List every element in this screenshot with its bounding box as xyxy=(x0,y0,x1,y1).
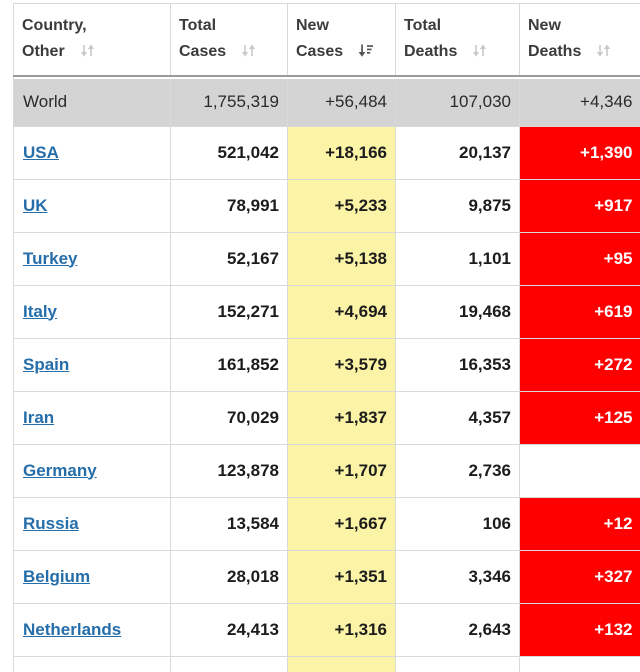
new-cases-cell: +1,707 xyxy=(287,444,396,498)
total-cases-cell: 24,413 xyxy=(170,603,288,657)
col-header-line2: Cases xyxy=(296,43,344,60)
world-new-deaths: +4,346 xyxy=(519,79,640,127)
new-deaths-cell: +125 xyxy=(519,391,640,445)
country-link[interactable]: Netherlands xyxy=(23,619,122,639)
world-label: World xyxy=(13,79,171,127)
total-deaths-cell: 3,346 xyxy=(395,550,520,604)
total-deaths-cell: 16,353 xyxy=(395,338,520,392)
col-header-line2: Other xyxy=(22,43,65,60)
col-header-line2: Cases xyxy=(179,43,227,60)
new-cases-cell: +1,667 xyxy=(287,497,396,551)
col-header-total-deaths[interactable]: Total Deaths xyxy=(395,3,520,77)
col-header-line1: Total xyxy=(179,17,217,34)
sort-both-icon xyxy=(80,44,94,57)
total-cases-cell: 13,584 xyxy=(170,497,288,551)
country-link[interactable]: Russia xyxy=(23,513,79,533)
table-header-row: Country, Other Total Cases New Cases Tot… xyxy=(13,3,640,77)
col-header-line1: Country, xyxy=(22,17,87,34)
col-header-line1: New xyxy=(296,17,329,34)
table-row: Italy 152,271 +4,694 19,468 +619 xyxy=(13,285,640,339)
col-header-line1: New xyxy=(528,17,561,34)
country-link[interactable]: Spain xyxy=(23,354,70,374)
table-row: Iran 70,029 +1,837 4,357 +125 xyxy=(13,391,640,445)
total-cases-cell: 78,991 xyxy=(170,179,288,233)
coronavirus-countries-table: Country, Other Total Cases New Cases Tot… xyxy=(13,3,640,672)
table-row: USA 521,042 +18,166 20,137 +1,390 xyxy=(13,126,640,180)
new-cases-cell: +4,694 xyxy=(287,285,396,339)
total-cases-cell: 123,878 xyxy=(170,444,288,498)
total-cases-cell: 28,018 xyxy=(170,550,288,604)
col-header-line2: Deaths xyxy=(404,43,458,60)
country-link[interactable]: Iran xyxy=(23,407,55,427)
table-row: Belgium 28,018 +1,351 3,346 +327 xyxy=(13,550,640,604)
new-cases-cell: +18,166 xyxy=(287,126,396,180)
new-cases-cell: +5,138 xyxy=(287,232,396,286)
total-cases-cell: 70,029 xyxy=(170,391,288,445)
col-header-line1: Total xyxy=(404,17,442,34)
col-header-country-other[interactable]: Country, Other xyxy=(13,3,171,77)
total-deaths-cell: 4,357 xyxy=(395,391,520,445)
sort-desc-icon xyxy=(358,44,374,57)
country-link[interactable]: Italy xyxy=(23,301,58,321)
header-spacer xyxy=(13,76,640,79)
new-cases-cell: +1,837 xyxy=(287,391,396,445)
total-cases-cell: 52,167 xyxy=(170,232,288,286)
total-cases-cell: 152,271 xyxy=(170,285,288,339)
total-deaths-cell: 1,101 xyxy=(395,232,520,286)
col-header-new-cases[interactable]: New Cases xyxy=(287,3,396,77)
new-deaths-cell: +1,390 xyxy=(519,126,640,180)
total-deaths-cell: 2,643 xyxy=(395,603,520,657)
sort-both-icon xyxy=(597,44,611,57)
table-row: Russia 13,584 +1,667 106 +12 xyxy=(13,497,640,551)
new-cases-cell: +5,233 xyxy=(287,179,396,233)
country-link[interactable]: Belgium xyxy=(23,566,91,586)
sort-both-icon xyxy=(473,44,487,57)
new-deaths-cell: +132 xyxy=(519,603,640,657)
table-row: Germany 123,878 +1,707 2,736 xyxy=(13,444,640,498)
world-total-deaths: 107,030 xyxy=(395,79,520,127)
world-total-cases: 1,755,319 xyxy=(170,79,288,127)
total-cases-cell: 521,042 xyxy=(170,126,288,180)
country-link[interactable]: UK xyxy=(23,195,48,215)
total-deaths-cell: 19,468 xyxy=(395,285,520,339)
new-deaths-cell: +95 xyxy=(519,232,640,286)
total-deaths-cell: 2,736 xyxy=(395,444,520,498)
new-deaths-cell: +917 xyxy=(519,179,640,233)
new-deaths-cell: +327 xyxy=(519,550,640,604)
country-link[interactable]: Germany xyxy=(23,460,97,480)
col-header-total-cases[interactable]: Total Cases xyxy=(170,3,288,77)
total-deaths-cell: 106 xyxy=(395,497,520,551)
partially-visible-next-row xyxy=(13,656,640,672)
sort-both-icon xyxy=(241,44,256,57)
new-deaths-cell: +619 xyxy=(519,285,640,339)
country-link[interactable]: USA xyxy=(23,142,59,162)
table-row: Netherlands 24,413 +1,316 2,643 +132 xyxy=(13,603,640,657)
new-cases-cell: +1,351 xyxy=(287,550,396,604)
new-cases-cell: +1,316 xyxy=(287,603,396,657)
world-summary-row: World 1,755,319 +56,484 107,030 +4,346 xyxy=(13,79,640,127)
new-deaths-cell: +272 xyxy=(519,338,640,392)
total-deaths-cell: 20,137 xyxy=(395,126,520,180)
table-row: Turkey 52,167 +5,138 1,101 +95 xyxy=(13,232,640,286)
table-body: World 1,755,319 +56,484 107,030 +4,346 U… xyxy=(13,76,640,672)
total-deaths-cell: 9,875 xyxy=(395,179,520,233)
new-deaths-cell: +12 xyxy=(519,497,640,551)
total-cases-cell: 161,852 xyxy=(170,338,288,392)
world-new-cases: +56,484 xyxy=(287,79,396,127)
table-row: UK 78,991 +5,233 9,875 +917 xyxy=(13,179,640,233)
new-deaths-cell xyxy=(519,444,640,498)
table-row: Spain 161,852 +3,579 16,353 +272 xyxy=(13,338,640,392)
country-link[interactable]: Turkey xyxy=(23,248,78,268)
col-header-line2: Deaths xyxy=(528,43,582,60)
new-cases-cell: +3,579 xyxy=(287,338,396,392)
col-header-new-deaths[interactable]: New Deaths xyxy=(519,3,640,77)
